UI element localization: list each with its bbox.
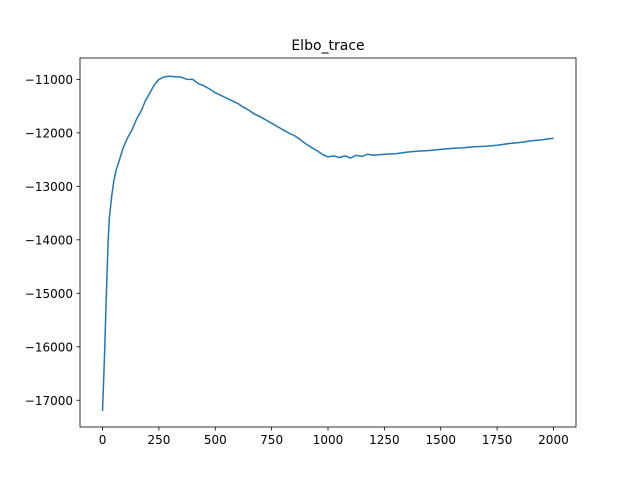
x-tick-label: 750 (260, 433, 283, 447)
x-tick-label: 1750 (482, 433, 513, 447)
x-tick-label: 1250 (369, 433, 400, 447)
y-axis: −17000 −16000 −15000 −14000 −13000 −12000 −110… (25, 73, 80, 408)
y-tick-label: −11000 (25, 73, 73, 87)
x-tick-label: 500 (204, 433, 227, 447)
x-axis: 0 250 500 750 1000 1250 1500 1750 2000 (99, 427, 569, 447)
x-tick-label: 1500 (425, 433, 456, 447)
y-tick-label: −14000 (25, 233, 73, 247)
series-line (101, 75, 554, 412)
x-tick-label: 250 (147, 433, 170, 447)
x-tick-label: 1000 (313, 433, 344, 447)
y-tick-label: −15000 (25, 287, 73, 301)
axes-background (80, 58, 576, 427)
y-tick-label: −17000 (25, 394, 73, 408)
x-tick-label: 2000 (538, 433, 569, 447)
series-layer (101, 75, 554, 412)
chart-title: Elbo_trace (291, 38, 364, 54)
y-tick-label: −13000 (25, 180, 73, 194)
y-tick-label: −12000 (25, 126, 73, 140)
plot-area (79, 57, 577, 428)
y-tick-label: −16000 (25, 340, 73, 354)
x-tick-label: 0 (99, 433, 107, 447)
